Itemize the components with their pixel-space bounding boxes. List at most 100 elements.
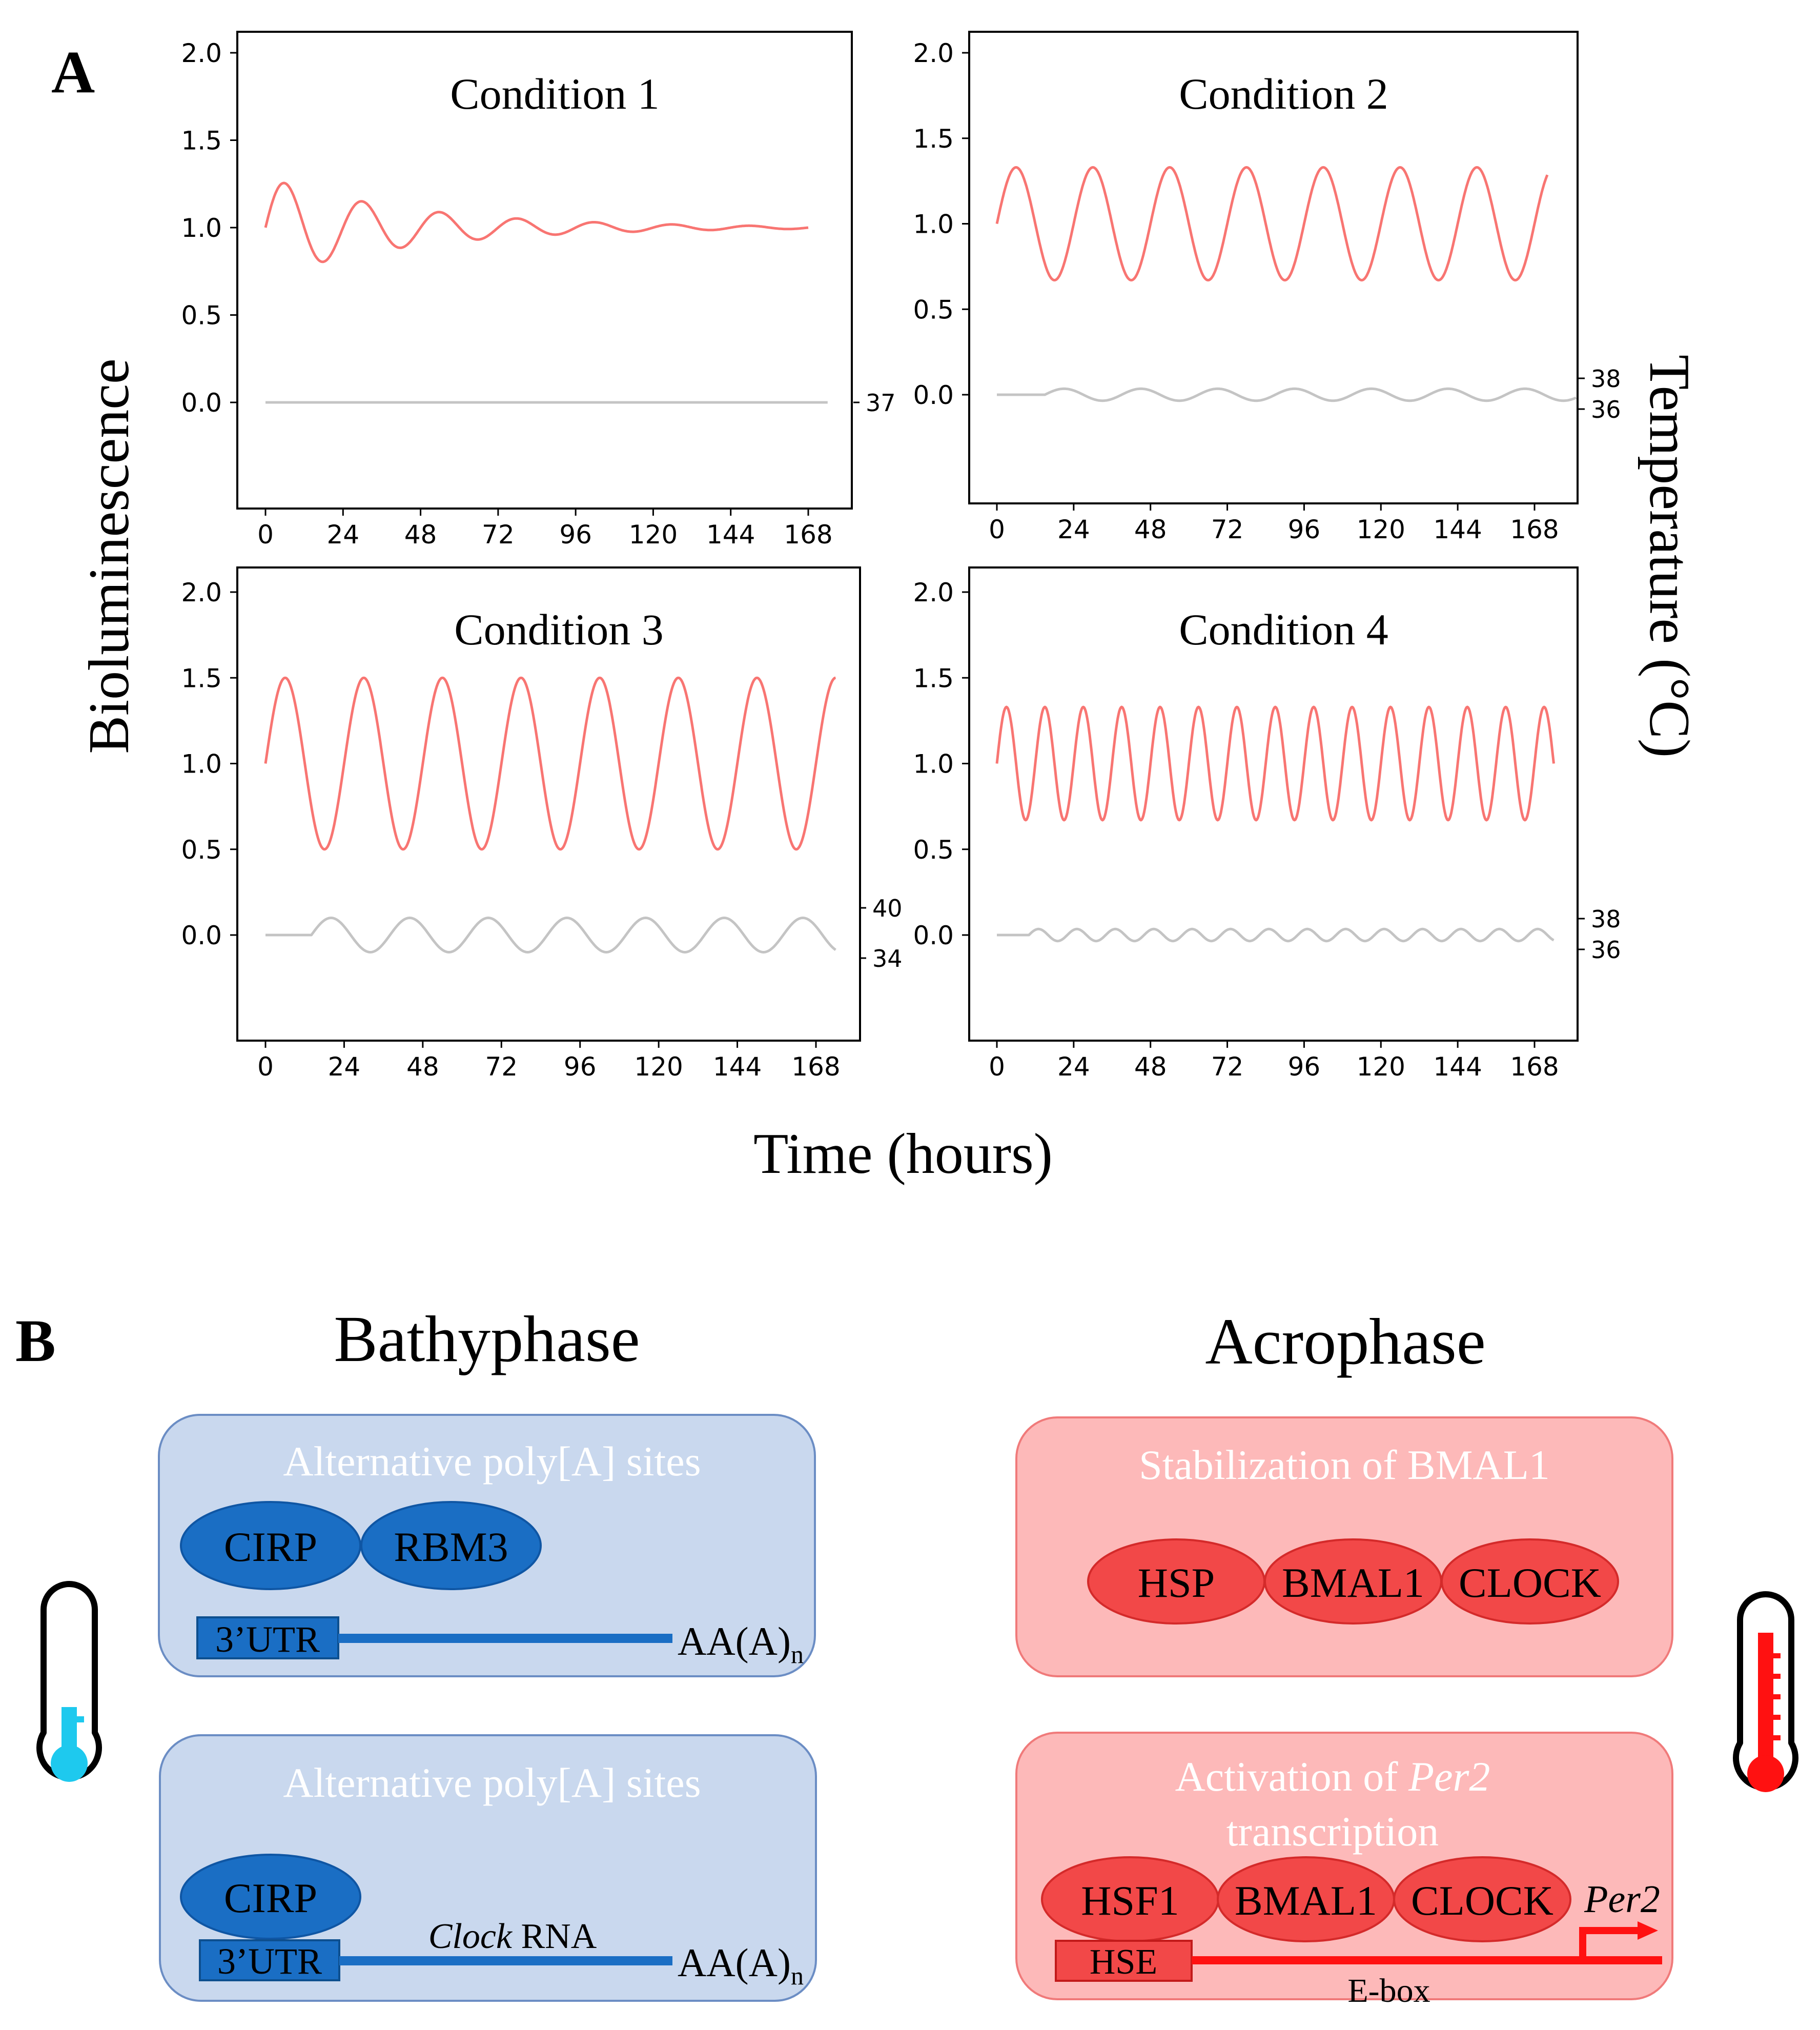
x-tick-label: 48: [1134, 1052, 1167, 1082]
x-tick-label: 120: [1357, 515, 1405, 544]
chart-condition-3: Condition 3 0 24 48 72 96 120 144 168 0.0 0.5 1.0 1.…: [181, 566, 903, 1082]
x-tick-label: 72: [482, 520, 515, 550]
cirp-label: CIRP: [224, 1524, 317, 1570]
y-tick-label: 1.0: [181, 749, 222, 779]
y-tick-label: 1.5: [181, 126, 222, 156]
x-tick-label: 24: [1057, 515, 1090, 544]
x-tick-label: 0: [989, 1052, 1005, 1082]
acro-box1-title: Stabilization of BMAL1: [1139, 1442, 1550, 1488]
bioluminescence-series: [995, 705, 1555, 822]
x-tick-label: 96: [559, 520, 592, 550]
promoter-line: [1192, 1956, 1662, 1964]
y-tick-label: 0.0: [913, 380, 954, 410]
x-tick-label: 120: [1357, 1052, 1405, 1082]
chart-condition-1: Condition 1 0 24 48 72 96 120 144 168 0.0 0.5 1.0 1.…: [181, 31, 896, 550]
y-tick-label: 0.5: [181, 835, 222, 865]
clock-label: CLOCK: [1411, 1877, 1553, 1924]
x-tick-label: 96: [1288, 515, 1321, 544]
y-tick-label: 1.5: [181, 663, 222, 693]
hse-element: [1055, 1940, 1193, 1982]
transcription-start-arrow: [1579, 1927, 1640, 1956]
y-tick-label: 2.0: [913, 578, 954, 607]
acrophase-box-1: Stabilization of BMAL1 HSP BMAL1 CLOCK: [1015, 1416, 1673, 1677]
hot-thermometer-icon: [1733, 1591, 1798, 1792]
x-tick-label: 72: [1211, 515, 1244, 544]
chart-condition-2: Condition 2 0 24 48 72 96 120 144 168 0.0 0.5 1.0 1.…: [913, 31, 1621, 544]
x-tick-label: 24: [326, 520, 359, 550]
acro-box2-title: Activation of Per2: [1175, 1753, 1490, 1800]
bathyphase-box-1: Alternative poly[A] sites CIRP RBM3 3’UT…: [158, 1414, 816, 1677]
panel-b: B Bathyphase Acrophase Alternative poly[…: [15, 1303, 1798, 2009]
bioluminescence-series: [995, 166, 1549, 282]
x-tick-label: 144: [1433, 1052, 1482, 1082]
panel-a: A Bioluminescence Temperature (°C) Time …: [51, 31, 1701, 1186]
chart-title: Condition 1: [450, 69, 660, 118]
y-tick-label: 1.5: [913, 663, 954, 693]
x-tick-label: 168: [1510, 515, 1559, 544]
acro-box2-title-line2: transcription: [1226, 1808, 1439, 1855]
y-tick-label: 0.0: [181, 388, 222, 418]
temperature-series: [265, 917, 836, 953]
y-tick-label: 1.0: [913, 749, 954, 779]
clock-protein: [1441, 1538, 1619, 1625]
bioluminescence-series: [264, 676, 836, 851]
x-tick-label: 120: [634, 1052, 683, 1082]
y-tick-label: 0.0: [913, 921, 954, 950]
chart-title: Condition 3: [454, 605, 664, 654]
temperature-tick-label: 34: [872, 945, 903, 972]
x-tick-label: 144: [706, 520, 755, 550]
time-axis-label: Time (hours): [753, 1122, 1053, 1186]
temperature-axis-label: Temperature (°C): [1638, 355, 1701, 758]
x-tick-label: 144: [1433, 515, 1482, 544]
bmal1-label: BMAL1: [1282, 1559, 1424, 1606]
y-tick-label: 0.5: [181, 301, 222, 331]
plot-frame: [236, 566, 861, 1042]
acrophase-box-2: Activation of Per2 transcription HSF1 BM…: [1015, 1732, 1673, 2009]
bathy-box2-title: Alternative poly[A] sites: [283, 1759, 701, 1806]
x-tick-label: 168: [791, 1052, 840, 1082]
x-tick-label: 0: [257, 520, 274, 550]
temperature-series: [996, 387, 1577, 402]
temperature-series: [996, 927, 1555, 943]
x-tick-label: 48: [1134, 515, 1167, 544]
rna-strand: [339, 1956, 672, 1965]
x-tick-label: 24: [1057, 1052, 1090, 1082]
hsp-label: HSP: [1138, 1559, 1215, 1606]
x-tick-label: 48: [406, 1052, 439, 1082]
x-tick-label: 72: [485, 1052, 518, 1082]
y-tick-label: 1.5: [913, 124, 954, 154]
x-tick-label: 0: [989, 515, 1005, 544]
x-tick-label: 0: [257, 1052, 274, 1082]
y-tick-label: 2.0: [181, 578, 222, 607]
hse-label: HSE: [1090, 1942, 1157, 1982]
temperature-tick-label: 37: [866, 389, 896, 417]
chart-title: Condition 2: [1179, 69, 1388, 118]
cirp-protein: [180, 1854, 361, 1940]
cold-thermometer-icon: [36, 1581, 102, 1782]
panel-a-label: A: [51, 38, 95, 106]
temperature-tick-label: 40: [872, 895, 903, 922]
temperature-tick-label: 36: [1591, 396, 1621, 423]
x-tick-label: 168: [784, 520, 832, 550]
bioluminescence-axis-label: Bioluminescence: [77, 358, 141, 754]
chart-condition-4: Condition 4 0 24 48 72 96 120 144 168 0.0 0.5 1.0 1.…: [913, 566, 1621, 1082]
bathyphase-box-2: Alternative poly[A] sites CIRP 3’UTR Clo…: [159, 1734, 817, 2002]
temperature-tick-label: 38: [1591, 905, 1621, 933]
ebox-label: E-box: [1347, 1972, 1430, 2009]
bmal1-label: BMAL1: [1235, 1877, 1377, 1924]
y-tick-label: 1.0: [181, 213, 222, 243]
plot-frame: [236, 31, 853, 510]
hsf1-label: HSF1: [1081, 1877, 1179, 1924]
y-tick-label: 0.5: [913, 295, 954, 324]
x-tick-label: 96: [564, 1052, 597, 1082]
x-tick-label: 48: [404, 520, 437, 550]
temperature-tick-label: 36: [1591, 936, 1621, 964]
rbm3-protein: [360, 1501, 542, 1590]
utr-label: 3’UTR: [217, 1941, 322, 1982]
bathyphase-title: Bathyphase: [334, 1303, 640, 1375]
arrow-head-icon: [1638, 1921, 1658, 1940]
x-tick-label: 24: [328, 1052, 361, 1082]
clock-protein: [1393, 1856, 1571, 1942]
panel-b-label: B: [15, 1307, 56, 1374]
y-tick-label: 0.5: [913, 835, 954, 865]
